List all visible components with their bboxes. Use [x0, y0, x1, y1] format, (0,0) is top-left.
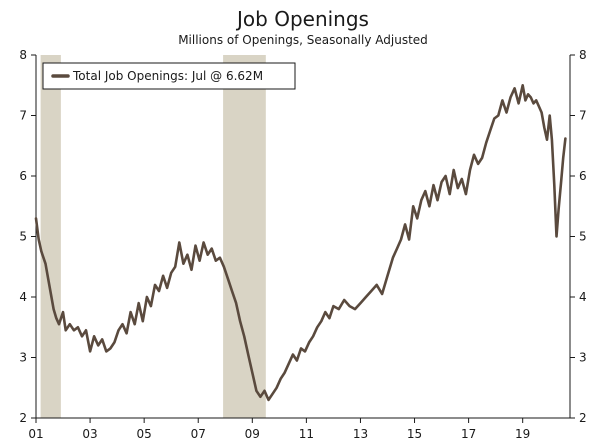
recession-band-1 — [40, 55, 61, 418]
x-tick-label: 17 — [461, 427, 476, 441]
chart-title: Job Openings — [235, 7, 369, 31]
x-tick-label: 19 — [515, 427, 530, 441]
legend-label: Total Job Openings: Jul @ 6.62M — [72, 69, 263, 83]
y-tick-label-right: 6 — [579, 169, 587, 183]
y-tick-label-left: 4 — [19, 290, 27, 304]
x-tick-label: 05 — [137, 427, 152, 441]
y-tick-label-left: 5 — [19, 230, 27, 244]
y-tick-label-left: 6 — [19, 169, 27, 183]
y-tick-label-right: 2 — [579, 411, 587, 425]
x-tick-label: 15 — [407, 427, 422, 441]
legend-box — [42, 62, 296, 90]
series-layer — [34, 84, 567, 402]
y-tick-label-right: 5 — [579, 230, 587, 244]
x-tick-label: 07 — [191, 427, 206, 441]
legend: Total Job Openings: Jul @ 6.62M — [42, 62, 296, 90]
y-tick-label-right: 3 — [579, 351, 587, 365]
y-tick-label-left: 7 — [19, 109, 27, 123]
x-tick-label: 13 — [353, 427, 368, 441]
x-tick-label: 11 — [299, 427, 314, 441]
y-tick-label-left: 3 — [19, 351, 27, 365]
x-tick-label: 09 — [245, 427, 260, 441]
series-line-total-job-openings — [34, 84, 567, 402]
x-tick-label: 03 — [82, 427, 97, 441]
y-tick-label-right: 7 — [579, 109, 587, 123]
y-tick-label-right: 4 — [579, 290, 587, 304]
chart-subtitle: Millions of Openings, Seasonally Adjuste… — [178, 33, 428, 47]
recession-bands — [40, 55, 266, 418]
recession-band-2 — [223, 55, 266, 418]
y-tick-label-left: 8 — [19, 48, 27, 62]
chart-axes: 2 2 3 3 4 4 5 5 6 6 7 7 8 8 01 03 05 07 09 11 13 15 17 19 — [19, 48, 586, 441]
x-tick-label: 01 — [28, 427, 43, 441]
y-tick-label-right: 8 — [579, 48, 587, 62]
y-tick-label-left: 2 — [19, 411, 27, 425]
